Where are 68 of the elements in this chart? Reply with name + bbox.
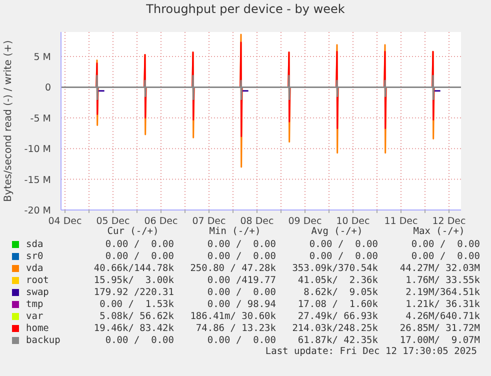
text: 74.86 / 13.23k bbox=[194, 322, 277, 334]
legend-label: home bbox=[26, 322, 49, 334]
text: 2.19M/364.51k bbox=[404, 286, 481, 298]
text: 0.00 / 1.53k bbox=[98, 298, 175, 310]
legend-label: tmp bbox=[26, 298, 44, 310]
text: 5.08k/ 56.62k bbox=[98, 310, 175, 322]
y-tick-label: -20 M bbox=[24, 206, 51, 216]
text: Max (-/+) bbox=[412, 226, 466, 238]
x-tick-label: 07 Dec bbox=[192, 216, 226, 227]
text: Avg (-/+) bbox=[310, 226, 364, 238]
text: 186.41m/ 30.60k bbox=[189, 310, 277, 322]
text: 27.49k/ 66.93k bbox=[296, 310, 379, 322]
x-tick-label: 06 Dec bbox=[144, 216, 178, 227]
legend-label: swap bbox=[26, 286, 49, 298]
text: 61.87k/ 42.35k bbox=[296, 334, 379, 346]
text: 8.62k/ 9.05k bbox=[302, 286, 379, 298]
text: 179.92 /220.31 bbox=[92, 286, 175, 298]
text: 17.00M/ 9.07M bbox=[398, 334, 481, 346]
legend-label: backup bbox=[26, 334, 60, 346]
x-tick-label: 12 Dec bbox=[432, 216, 466, 227]
legend-label: vda bbox=[26, 262, 44, 274]
text: 214.03k/248.25k bbox=[291, 322, 379, 334]
text: Last update: Fri Dec 12 17:30:05 2025 bbox=[264, 346, 478, 358]
text: 0.00 / 0.00 bbox=[104, 334, 175, 346]
y-tick-label: -5 M bbox=[30, 113, 51, 124]
x-tick-label: 05 Dec bbox=[96, 216, 130, 227]
text: 26.85M/ 31.72M bbox=[398, 322, 481, 334]
chart-title: Throughput per device - by week bbox=[145, 2, 346, 16]
text: 1.76M/ 33.55k bbox=[404, 274, 481, 286]
y-tick-label: -10 M bbox=[24, 144, 51, 156]
text: 250.80 / 47.28k bbox=[189, 262, 277, 274]
y-axis-title: Bytes/second read (-) / write (+) bbox=[3, 40, 14, 202]
text: 40.66k/144.78k bbox=[92, 262, 175, 274]
text: 41.05k/ 2.36k bbox=[296, 274, 379, 286]
text: 1.21k/ 36.31k bbox=[404, 298, 481, 310]
text: 0.00 / 0.00 bbox=[308, 238, 379, 250]
text: 17.08 / 1.60k bbox=[296, 298, 379, 310]
text: 0.00 / 0.00 bbox=[206, 334, 277, 346]
text: 0.00 / 0.00 bbox=[104, 238, 175, 250]
text: Cur (-/+) bbox=[106, 226, 160, 238]
x-tick-label: 08 Dec bbox=[240, 216, 274, 227]
line-series bbox=[61, 74, 461, 100]
text: 0.00 / 0.00 bbox=[410, 250, 481, 262]
text: 0.00 / 0.00 bbox=[104, 250, 175, 262]
text: 0.00 / 0.00 bbox=[206, 250, 277, 262]
y-tick-label: -15 M bbox=[24, 174, 51, 186]
text: 19.46k/ 83.42k bbox=[92, 322, 175, 334]
text: 4.26M/640.71k bbox=[404, 310, 481, 322]
text: 44.27M/ 32.03M bbox=[398, 262, 481, 274]
text: 0.00 /419.77 bbox=[206, 274, 277, 286]
text: 0.00 / 98.94 bbox=[206, 298, 277, 310]
legend-label: sda bbox=[26, 238, 44, 250]
text: 0.00 / 0.00 bbox=[206, 286, 277, 298]
text: 0.00 / 0.00 bbox=[410, 238, 481, 250]
x-tick-label: 10 Dec bbox=[336, 216, 370, 227]
text: 353.09k/370.54k bbox=[291, 262, 379, 274]
legend-label: var bbox=[26, 310, 44, 322]
x-tick-label: 09 Dec bbox=[288, 216, 322, 227]
y-tick-label: 5 M bbox=[34, 52, 51, 64]
x-tick-label: 11 Dec bbox=[384, 216, 418, 227]
text: Min (-/+) bbox=[208, 226, 262, 238]
text: 0.00 / 0.00 bbox=[308, 250, 379, 262]
legend-label: sr0 bbox=[26, 250, 44, 262]
legend-label: root bbox=[26, 274, 49, 286]
y-tick-label: 0 bbox=[44, 82, 51, 94]
text: 0.00 / 0.00 bbox=[206, 238, 277, 250]
text: 15.95k/ 3.00k bbox=[92, 274, 175, 286]
x-tick-label: 04 Dec bbox=[48, 216, 82, 227]
